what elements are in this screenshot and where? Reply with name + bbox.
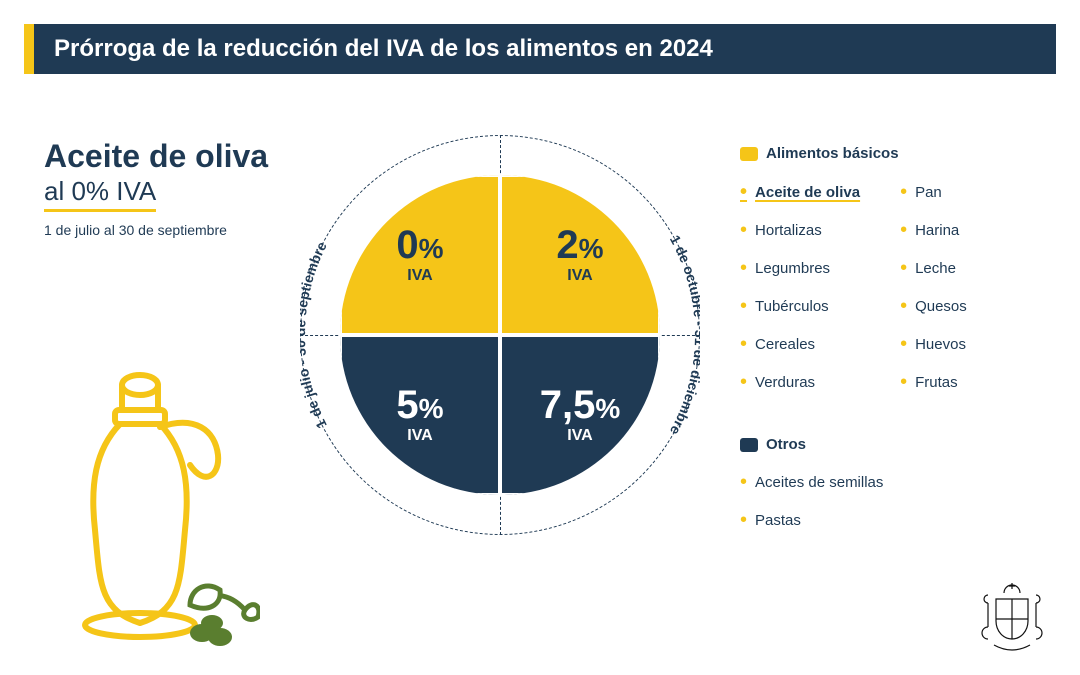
olive-oil-jar-icon: [40, 355, 260, 655]
legend-heading-basics: Alimentos básicos: [740, 140, 967, 169]
quadrant-value: 7,5%: [540, 385, 621, 425]
quadrant-value: 5%: [396, 385, 443, 425]
iva-label: IVA: [567, 427, 592, 445]
legend-item: Legumbres: [740, 249, 860, 287]
legend-others-list: Aceites de semillasPastas: [740, 463, 967, 539]
chart-pie: 0% IVA 2% IVA 5% IVA 7,5% IVA: [340, 175, 660, 495]
legend-basics-columns: Aceite de olivaHortalizasLegumbresTubérc…: [740, 173, 967, 401]
iva-label: IVA: [407, 427, 432, 445]
spain-coat-of-arms-icon: [976, 581, 1048, 653]
header-accent: [24, 24, 34, 74]
legend-item: Harina: [900, 211, 967, 249]
header-title: Prórroga de la reducción del IVA de los …: [34, 24, 1056, 74]
quadrant-value: 2%: [556, 225, 603, 265]
legend-others-title: Otros: [766, 431, 806, 460]
legend-basics-col1: Aceite de olivaHortalizasLegumbresTubérc…: [740, 173, 860, 401]
header-bar: Prórroga de la reducción del IVA de los …: [24, 24, 1056, 74]
legend-heading-others: Otros: [740, 431, 967, 460]
legend-item: Huevos: [900, 325, 967, 363]
arc-label-left: 1 de julio - 30 de septiembre: [300, 239, 330, 431]
legend-item: Hortalizas: [740, 211, 860, 249]
quadrant-value: 0%: [396, 225, 443, 265]
quadrant-top-left: 0% IVA: [340, 175, 500, 335]
callout-date-range: 1 de julio al 30 de septiembre: [44, 222, 268, 238]
iva-quadrant-chart: 1 de julio - 30 de septiembre 1 de octub…: [300, 135, 700, 535]
legend-item: Pastas: [740, 501, 967, 539]
legend-basics-title: Alimentos básicos: [766, 140, 899, 169]
legend-basics-col2: PanHarinaLecheQuesosHuevosFrutas: [900, 173, 967, 401]
legend-item: Aceites de semillas: [740, 463, 967, 501]
quadrant-bottom-right: 7,5% IVA: [500, 335, 660, 495]
iva-label: IVA: [567, 267, 592, 285]
quadrant-top-right: 2% IVA: [500, 175, 660, 335]
legend: Alimentos básicos Aceite de olivaHortali…: [740, 140, 967, 539]
legend-item: Aceite de oliva: [740, 173, 860, 211]
legend-item: Verduras: [740, 363, 860, 401]
legend-item: Pan: [900, 173, 967, 211]
arc-label-right: 1 de octubre - 31 de diciembre: [667, 232, 700, 438]
callout-title: Aceite de oliva: [44, 140, 268, 174]
legend-item: Frutas: [900, 363, 967, 401]
legend-item: Tubérculos: [740, 287, 860, 325]
olive-oil-callout: Aceite de oliva al 0% IVA 1 de julio al …: [44, 140, 268, 238]
legend-item: Leche: [900, 249, 967, 287]
legend-item: Quesos: [900, 287, 967, 325]
swatch-navy: [740, 438, 758, 452]
iva-label: IVA: [407, 267, 432, 285]
swatch-yellow: [740, 147, 758, 161]
callout-subtitle: al 0% IVA: [44, 176, 156, 212]
quadrant-bottom-left: 5% IVA: [340, 335, 500, 495]
legend-item: Cereales: [740, 325, 860, 363]
